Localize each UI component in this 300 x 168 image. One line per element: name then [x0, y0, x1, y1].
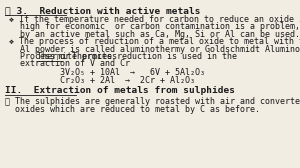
- Text: Al powder is called aluminothermy or Goldschmidt Aluminothermic: Al powder is called aluminothermy or Gol…: [20, 45, 300, 54]
- Text: ❓ 3.  Reduction with active metals: ❓ 3. Reduction with active metals: [5, 6, 201, 15]
- Text: oxides which are reduced to metal by C as before.: oxides which are reduced to metal by C a…: [15, 105, 260, 114]
- Text: ❖ The process of reduction of a metal oxide to metal with the help of: ❖ The process of reduction of a metal ox…: [9, 37, 300, 46]
- Text: Cr₂O₃ + 2Al  →  2Cr + Al₂O₃: Cr₂O₃ + 2Al → 2Cr + Al₂O₃: [60, 76, 195, 85]
- Text: II.  Extraction of metals from sulphides: II. Extraction of metals from sulphides: [5, 86, 236, 95]
- Text: Thermite process: Thermite process: [37, 52, 117, 61]
- Text: ❓ The sulphides are generally roasted with air and converted to: ❓ The sulphides are generally roasted wi…: [5, 97, 300, 106]
- Text: . Thermite reduction is used in the: . Thermite reduction is used in the: [62, 52, 237, 61]
- Text: 3V₂O₅ + 10Al  →   6V + 5Al₂O₃: 3V₂O₅ + 10Al → 6V + 5Al₂O₃: [60, 68, 205, 77]
- Text: ❖ If the temperature needed for carbon to reduce an oxide is too: ❖ If the temperature needed for carbon t…: [9, 15, 300, 24]
- Text: high for economic  or carbon contamination is a problem, reduction: high for economic or carbon contaminatio…: [20, 22, 300, 31]
- Text: extraction of V and Cr: extraction of V and Cr: [20, 59, 130, 69]
- Text: Process or: Process or: [20, 52, 74, 61]
- Text: by an active metal such as Ca, Mg, Si or Al can be used.: by an active metal such as Ca, Mg, Si or…: [20, 30, 299, 39]
